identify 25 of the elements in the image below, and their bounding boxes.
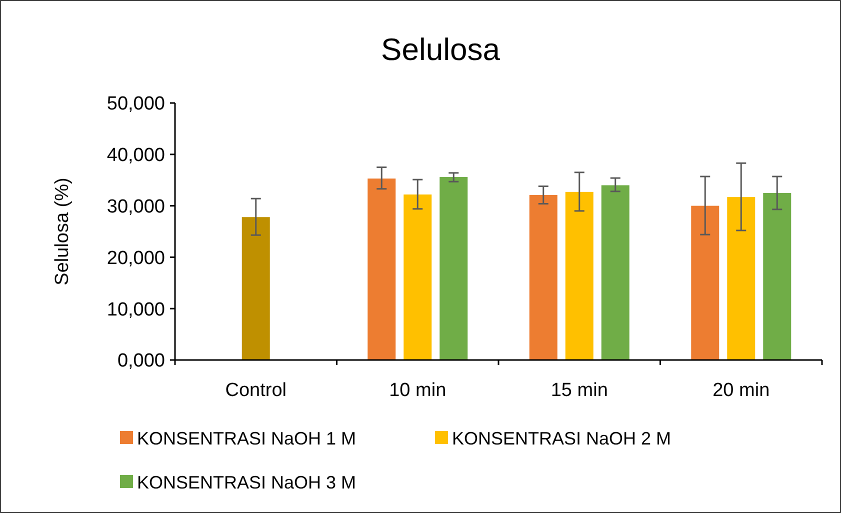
y-tick-label: 0,000 — [117, 350, 165, 372]
legend-label: KONSENTRASI NaOH 3 M — [137, 472, 356, 492]
bar — [440, 177, 468, 360]
bar — [727, 197, 756, 360]
y-tick-label: 50,000 — [106, 94, 165, 115]
bar — [601, 185, 630, 360]
bar — [565, 192, 594, 360]
x-tick-label: 20 min — [712, 380, 770, 401]
x-tick-label: Control — [225, 380, 286, 401]
x-tick-label: 15 min — [550, 380, 608, 401]
bar — [368, 178, 396, 360]
bar — [763, 192, 792, 360]
y-tick-label: 10,000 — [106, 299, 165, 320]
bar — [691, 206, 720, 360]
bar — [404, 194, 432, 360]
bar — [242, 217, 270, 360]
x-tick-label: 10 min — [389, 380, 446, 401]
bar — [529, 195, 558, 360]
y-axis-title: Selulosa (%) — [52, 178, 73, 286]
y-tick-label: 20,000 — [106, 248, 165, 269]
legend-label: KONSENTRASI NaOH 2 M — [452, 428, 672, 448]
chart-title: Selulosa — [381, 32, 501, 67]
y-tick-label: 40,000 — [106, 145, 165, 166]
legend-label: KONSENTRASI NaOH 1 M — [137, 428, 356, 448]
y-tick-label: 30,000 — [106, 196, 165, 218]
